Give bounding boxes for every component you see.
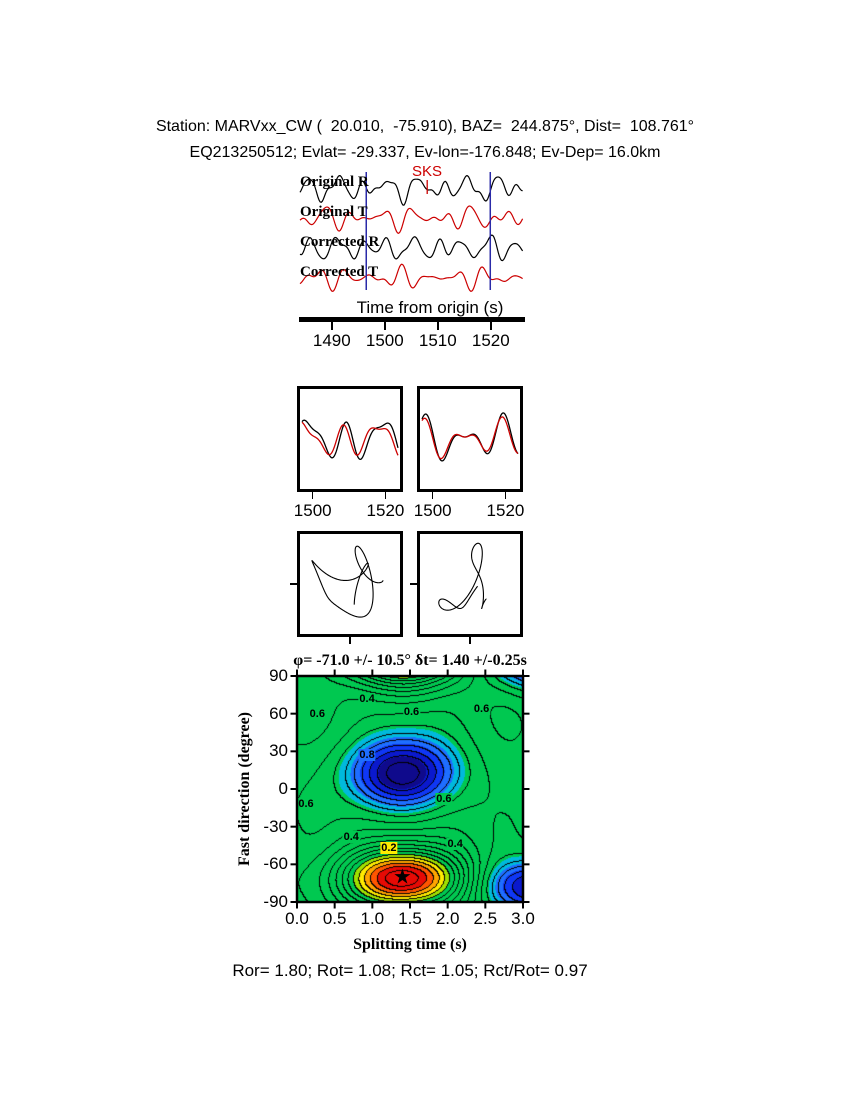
error-surface-plot: 0.4 0.6 0.6 0.6 0.8 0.6 0.6 0.4 0.2 0.4 ★	[297, 676, 523, 902]
tick-mark	[290, 583, 297, 585]
window-axis-tick-label: 1500	[413, 501, 452, 520]
plot-frame	[295, 674, 525, 904]
trace-label-corrected-t: Corrected T	[300, 264, 379, 280]
contour-label: 0.2	[380, 842, 398, 854]
trace-label-corrected-r: Corrected R	[300, 234, 380, 250]
phase-label: SKS	[412, 163, 443, 180]
window-axis-tick	[504, 492, 507, 499]
contour-label: 0.6	[435, 793, 453, 806]
tick-mark	[349, 637, 351, 644]
y-tick-label: 90	[269, 666, 288, 685]
particle-motion-plot-2	[438, 542, 487, 611]
x-axis-title: Splitting time (s)	[353, 936, 467, 953]
event-header: EQ213250512; Evlat= -29.337, Ev-lon=-176…	[189, 144, 661, 161]
error-surface-frame	[290, 669, 530, 909]
contour-label: 0.4	[358, 692, 376, 705]
time-axis-line	[299, 317, 525, 322]
x-tick-label: 2.0	[435, 909, 460, 928]
window-trace-black	[421, 412, 519, 462]
window-axis-tick	[384, 492, 387, 499]
contour-label: 0.4	[342, 830, 360, 843]
y-tick-label: -60	[263, 854, 288, 874]
contour-label: 0.6	[297, 798, 315, 811]
window-comparison-plot-2	[421, 412, 519, 462]
axis-tick	[384, 322, 386, 330]
window-comparison-box-2	[417, 386, 523, 492]
particle-motion-curve	[438, 542, 487, 611]
contour-label: 0.6	[308, 707, 326, 720]
y-tick-label: 0	[278, 779, 288, 798]
splitting-result-title: φ= -71.0 +/- 10.5° δt= 1.40 +/-0.25s	[293, 652, 527, 669]
x-tick-label: 3.0	[511, 909, 535, 928]
window-trace-black	[301, 419, 399, 461]
x-tick-label: 1.0	[360, 909, 385, 928]
y-tick-label: 30	[269, 741, 288, 761]
y-tick-label: -90	[263, 892, 288, 911]
particle-motion-box-2	[417, 531, 523, 637]
seismogram-traces	[299, 172, 524, 292]
axis-tick-label: 1510	[418, 331, 457, 350]
x-tick-label: 0.0	[285, 909, 309, 928]
window-axis-tick-label: 1500	[293, 501, 332, 520]
tick-mark	[469, 637, 471, 644]
contour-label: 0.6	[472, 702, 491, 715]
contour-label: 0.6	[402, 706, 421, 719]
window-comparison-plot-1	[301, 419, 399, 461]
trace-original-r	[299, 175, 523, 206]
particle-motion-curve	[311, 545, 384, 618]
x-tick-label: 0.5	[322, 909, 347, 928]
window-axis-tick-label: 1520	[366, 501, 405, 520]
contour-label: 0.8	[358, 749, 376, 762]
station-header: Station: MARVxx_CW ( 20.010, -75.910), B…	[155, 118, 695, 135]
window-comparison-box-1	[297, 386, 403, 492]
trace-corrected-t	[299, 263, 523, 292]
window-axis-tick	[431, 492, 434, 499]
tick-mark	[410, 583, 417, 585]
particle-motion-plot-1	[311, 545, 384, 618]
trace-label-original-r: Original R	[300, 174, 369, 190]
window-trace-red	[421, 416, 519, 460]
window-axis-tick	[311, 492, 314, 499]
trace-original-t	[299, 205, 524, 235]
window-axis-tick-label: 1520	[486, 501, 525, 520]
axis-tick-label: 1520	[471, 331, 510, 350]
window-trace-red	[301, 421, 399, 456]
best-solution-star: ★	[393, 865, 412, 889]
quality-footer: Ror= 1.80; Rot= 1.08; Rct= 1.05; Rct/Rot…	[232, 961, 588, 980]
y-tick-label: -30	[263, 816, 288, 836]
y-tick-label: 60	[269, 703, 288, 723]
axis-tick-label: 1490	[312, 331, 351, 350]
time-axis-title: Time from origin (s)	[356, 298, 504, 317]
y-axis-title: Fast direction (degree)	[236, 711, 253, 867]
particle-motion-box-1	[297, 531, 403, 637]
x-tick-label: 1.5	[398, 909, 422, 928]
axis-tick-label: 1500	[365, 331, 404, 350]
x-tick-label: 2.5	[473, 909, 498, 928]
trace-label-original-t: Original T	[300, 204, 368, 220]
axis-tick	[490, 322, 492, 330]
axis-tick	[331, 322, 333, 330]
error-surface-annotations: 0.4 0.6 0.6 0.6 0.8 0.6 0.6 0.4 0.2 0.4 ★	[297, 676, 523, 902]
contour-label: 0.4	[446, 838, 464, 851]
axis-tick	[437, 322, 439, 330]
trace-corrected-r	[299, 234, 524, 262]
